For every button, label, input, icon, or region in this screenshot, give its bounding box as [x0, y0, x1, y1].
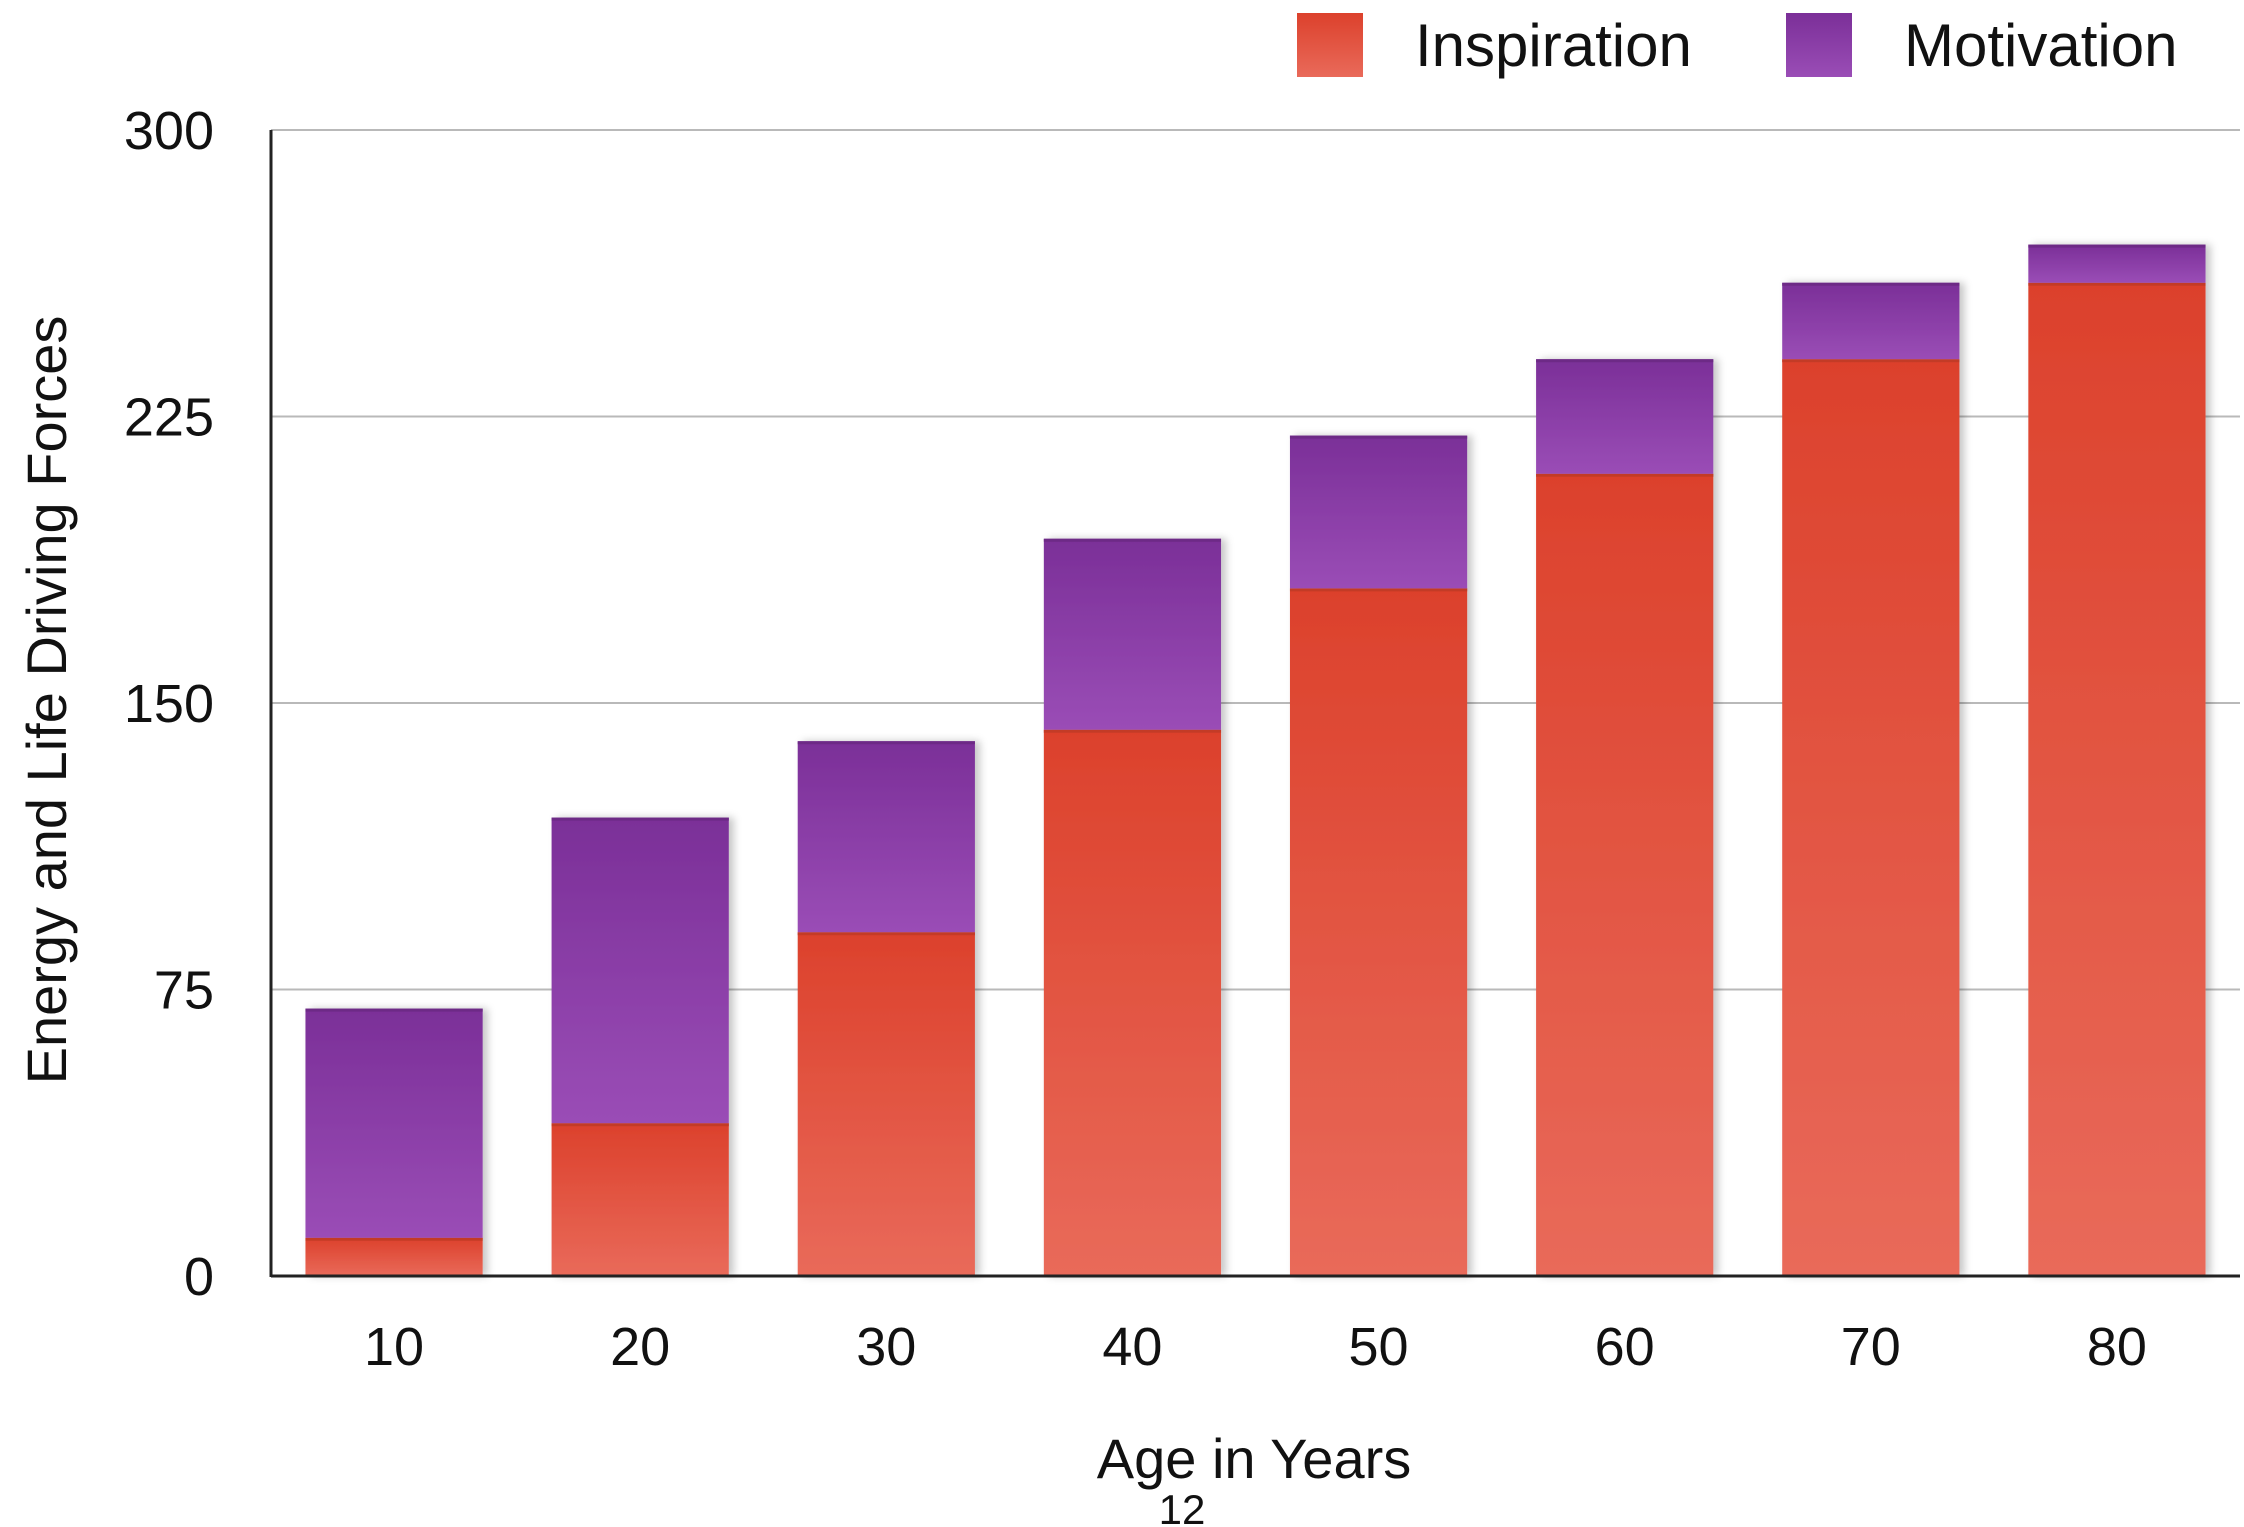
bar-inspiration [797, 932, 975, 1276]
bar-stack [2028, 244, 2206, 1276]
bar-motivation [305, 1008, 483, 1238]
legend-swatch [1297, 13, 1363, 77]
legend-item-motivation: Motivation [1786, 12, 2177, 79]
bar-inspiration [1289, 588, 1468, 1276]
x-tick-label: 30 [856, 1317, 916, 1377]
bar-motivation [2028, 244, 2206, 283]
y-axis-title: Energy and Life Driving Forces [15, 316, 78, 1085]
legend: Inspiration Motivation [1297, 12, 2177, 79]
bar-motivation [1043, 538, 1222, 730]
legend-label: Inspiration [1415, 12, 1692, 79]
legend-label: Motivation [1904, 12, 2177, 79]
y-tick-label: 300 [124, 101, 214, 161]
x-tick-label: 60 [1595, 1317, 1655, 1377]
page-number: 12 [1159, 1486, 1206, 1527]
bar-stack [797, 741, 975, 1276]
bar-stack [305, 1008, 483, 1276]
y-tick-label: 0 [184, 1247, 214, 1307]
bar-inspiration [305, 1237, 483, 1276]
bar-stack [1043, 538, 1222, 1276]
bar-stack [551, 817, 729, 1276]
axes [269, 130, 2240, 1278]
bar-motivation [1536, 359, 1714, 474]
x-tick-label: 80 [2087, 1317, 2147, 1377]
bar-motivation [551, 817, 729, 1124]
x-tick-label: 40 [1102, 1317, 1162, 1377]
bars [305, 244, 2206, 1276]
bar-inspiration [1536, 473, 1714, 1276]
x-axis-title: Age in Years [1097, 1427, 1411, 1490]
bar-motivation [797, 741, 975, 933]
y-tick-label: 225 [124, 388, 214, 448]
y-tick-labels: 0 75 150 225 300 [124, 101, 214, 1307]
bar-stack [1536, 359, 1714, 1276]
x-tick-label: 50 [1349, 1317, 1409, 1377]
x-tick-label: 70 [1841, 1317, 1901, 1377]
bar-inspiration [551, 1123, 729, 1276]
bar-stack [1782, 282, 1960, 1276]
legend-item-inspiration: Inspiration [1297, 12, 1692, 79]
bar-motivation [1782, 282, 1960, 360]
x-tick-labels: 10 20 30 40 50 60 70 80 [364, 1317, 2147, 1377]
x-tick-label: 20 [610, 1317, 670, 1377]
bar-motivation [1289, 435, 1468, 589]
bar-stack [1289, 435, 1468, 1276]
bar-inspiration [2028, 282, 2206, 1276]
bar-inspiration [1782, 359, 1960, 1276]
bar-inspiration [1043, 729, 1222, 1276]
x-tick-label: 10 [364, 1317, 424, 1377]
y-tick-label: 150 [124, 674, 214, 734]
legend-swatch [1786, 13, 1852, 77]
y-tick-label: 75 [154, 961, 214, 1021]
